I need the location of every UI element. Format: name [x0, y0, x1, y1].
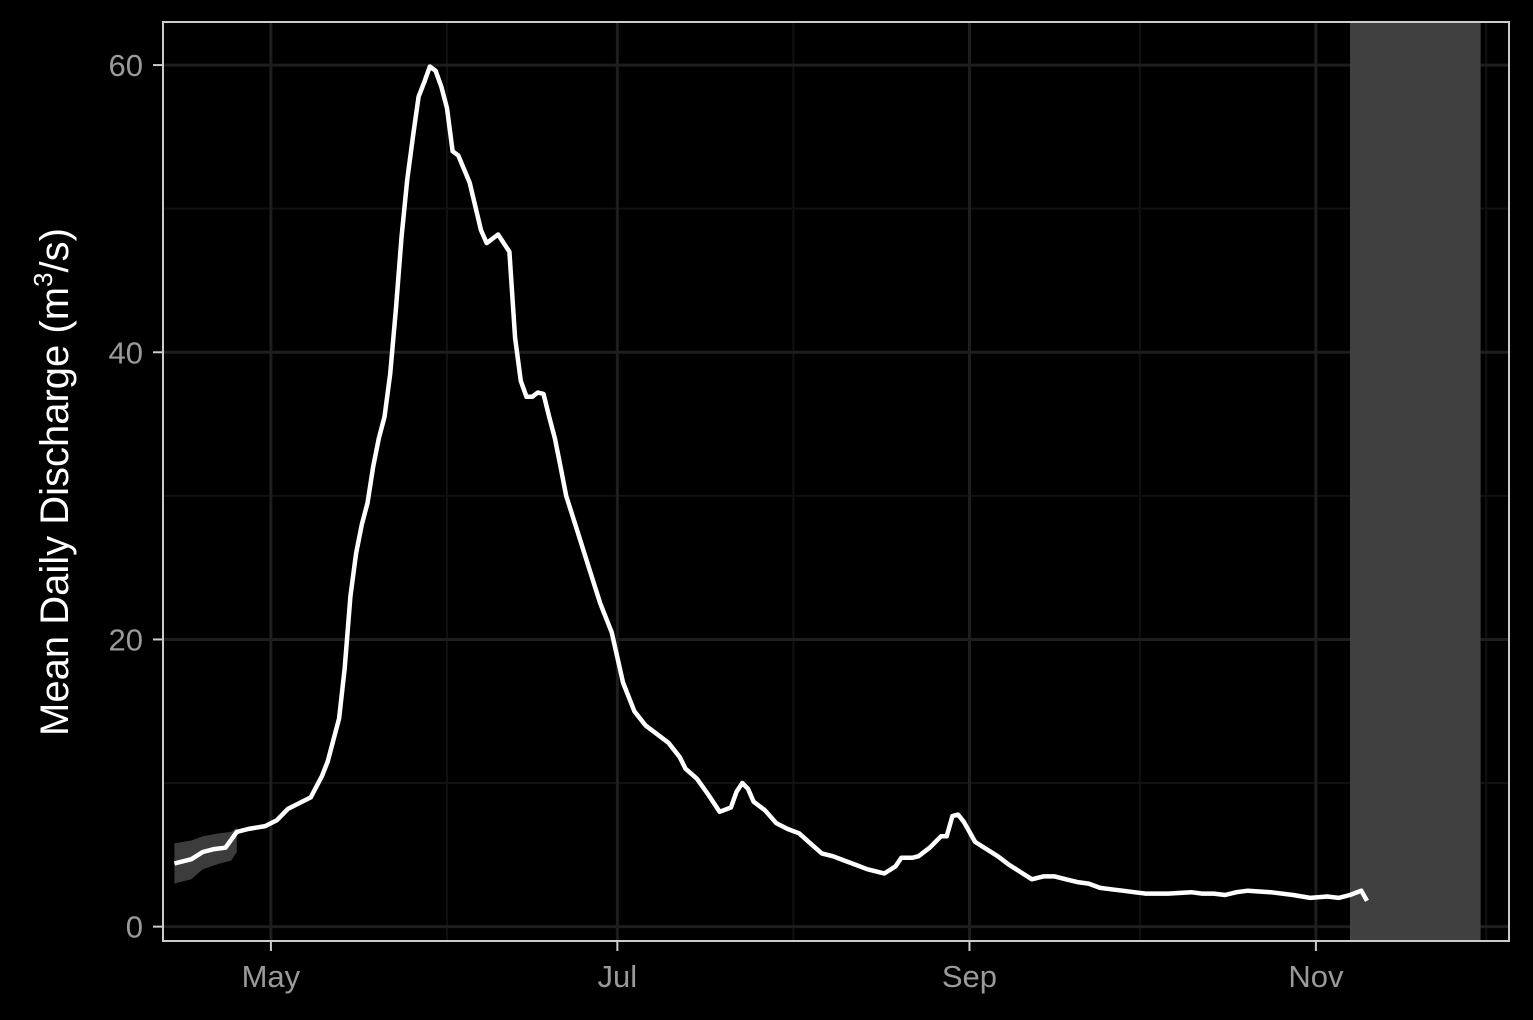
y-axis-title-end: /s) [33, 228, 77, 272]
y-tick-label: 20 [109, 622, 143, 657]
y-axis: 0 20 40 60 [109, 48, 163, 945]
y-axis-title: Mean Daily Discharge (m3/s) [28, 228, 77, 736]
y-tick-label: 40 [109, 335, 143, 370]
panel-border [162, 21, 1510, 942]
x-tick-label: Jul [598, 959, 638, 994]
x-tick-label: Nov [1288, 959, 1344, 994]
series-line-discharge [173, 64, 1369, 902]
confidence-ribbon [174, 827, 237, 884]
y-axis-title-superscript: 3 [28, 272, 58, 286]
x-tick-label: Sep [942, 959, 997, 994]
y-tick-label: 60 [109, 48, 143, 83]
shaded-period [1349, 22, 1481, 941]
x-tick-label: May [242, 959, 301, 994]
y-axis-title-main: Mean Daily Discharge (m [33, 287, 77, 736]
grid-major [163, 22, 1509, 941]
y-tick-label: 0 [126, 910, 143, 945]
x-axis: May Jul Sep Nov [242, 941, 1344, 994]
grid-minor [163, 22, 1509, 941]
